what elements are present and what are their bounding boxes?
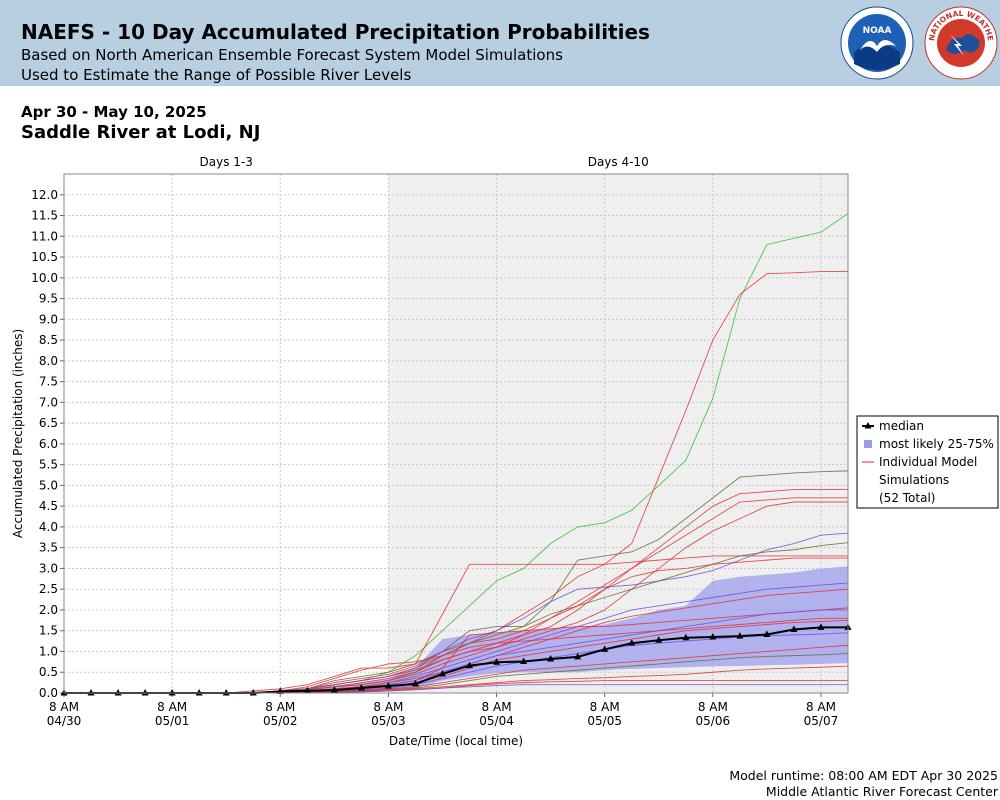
x-tick-label: 05/02 [263, 714, 298, 728]
median-point [682, 633, 690, 641]
legend-median-marker [864, 422, 872, 429]
y-tick-label: 6.0 [39, 437, 58, 451]
y-tick-label: 2.5 [39, 582, 58, 596]
median-point [330, 686, 338, 693]
median-point [222, 689, 230, 696]
x-tick-label: 05/01 [155, 714, 190, 728]
x-tick-label: 8 AM [157, 700, 187, 714]
x-tick-label: 8 AM [482, 700, 512, 714]
y-tick-label: 2.0 [39, 603, 58, 617]
nws-logo-icon[interactable]: NATIONAL WEATHER SERVICE [924, 6, 998, 80]
median-point [466, 661, 474, 669]
x-axis-label: Date/Time (local time) [389, 734, 523, 748]
x-tick-label: 8 AM [806, 700, 836, 714]
location-title: Saddle River at Lodi, NJ [21, 122, 261, 143]
median-point [601, 645, 609, 652]
median-point [790, 625, 798, 632]
y-tick-label: 7.0 [39, 395, 58, 409]
median-point [628, 639, 636, 646]
date-range: Apr 30 - May 10, 2025 [21, 103, 207, 121]
x-tick-label: 05/05 [587, 714, 622, 728]
median-point [736, 632, 744, 639]
y-tick-label: 11.5 [31, 209, 58, 223]
median-point [709, 632, 717, 640]
y-axis-label: Accumulated Precipitation (inches) [11, 329, 25, 538]
y-tick-label: 6.5 [39, 416, 58, 430]
period-label: Days 4-10 [588, 155, 649, 169]
median-point [357, 684, 365, 691]
median-point [520, 657, 528, 664]
y-tick-label: 12.0 [31, 188, 58, 202]
median-point [763, 630, 771, 637]
plot-border [63, 173, 849, 694]
x-tick-label: 8 AM [590, 700, 620, 714]
y-tick-label: 1.5 [39, 624, 58, 638]
median-point [168, 689, 176, 696]
page-subtitle: Based on North American Ensemble Forecas… [21, 46, 563, 64]
legend-members-label-2: Simulations [879, 473, 949, 487]
y-tick-label: 5.0 [39, 478, 58, 492]
x-tick-label: 8 AM [373, 700, 403, 714]
legend-median-label: median [879, 419, 924, 433]
model-runtime: Model runtime: 08:00 AM EDT Apr 30 2025 [729, 768, 998, 783]
median-point [817, 623, 825, 630]
legend-box [856, 415, 999, 509]
median-point [87, 689, 95, 696]
period-label: Days 1-3 [200, 155, 253, 169]
median-point [493, 658, 501, 665]
median-point [303, 686, 311, 694]
y-tick-label: 9.0 [39, 312, 58, 326]
median-point [249, 689, 257, 696]
median-point [655, 636, 663, 643]
x-tick-label: 05/07 [804, 714, 839, 728]
median-point [574, 652, 582, 660]
median-point [438, 669, 446, 677]
x-tick-label: 05/04 [479, 714, 514, 728]
y-tick-label: 0.5 [39, 665, 58, 679]
y-tick-label: 3.0 [39, 561, 58, 575]
y-tick-label: 8.5 [39, 333, 58, 347]
y-tick-label: 5.5 [39, 458, 58, 472]
y-tick-label: 4.5 [39, 499, 58, 513]
median-point [276, 687, 284, 694]
x-tick-label: 05/03 [371, 714, 406, 728]
noaa-logo-icon[interactable]: NOAA [840, 6, 914, 80]
likely-range-band [280, 566, 848, 693]
legend-band-swatch [864, 440, 872, 448]
median-point [141, 689, 149, 696]
y-tick-label: 7.5 [39, 375, 58, 389]
x-tick-label: 8 AM [265, 700, 295, 714]
y-tick-label: 11.0 [31, 229, 58, 243]
y-tick-label: 9.5 [39, 292, 58, 306]
x-tick-label: 8 AM [698, 700, 728, 714]
median-point [547, 654, 555, 662]
median-point [114, 689, 122, 696]
x-tick-label: 04/30 [47, 714, 82, 728]
y-tick-label: 8.0 [39, 354, 58, 368]
y-tick-label: 10.0 [31, 271, 58, 285]
legend-members-count: (52 Total) [879, 491, 935, 505]
y-tick-label: 4.0 [39, 520, 58, 534]
header-banner: NAEFS - 10 Day Accumulated Precipitation… [0, 0, 1000, 86]
legend-members-label: Individual Model [879, 455, 977, 469]
forecast-center: Middle Atlantic River Forecast Center [765, 784, 998, 799]
median-point [384, 681, 392, 689]
y-tick-label: 1.0 [39, 644, 58, 658]
legend-band-label: most likely 25-75% [879, 437, 994, 451]
y-tick-label: 10.5 [31, 250, 58, 264]
y-tick-label: 0.0 [39, 686, 58, 700]
noaa-logo-text: NOAA [863, 26, 892, 36]
page-title: NAEFS - 10 Day Accumulated Precipitation… [21, 20, 650, 44]
median-point [195, 689, 203, 696]
precipitation-chart: Days 1-3 Days 4-10 0.0 0.5 1.0 1.5 2.0 2.5 3.0 3.… [11, 155, 999, 748]
median-point [411, 679, 419, 687]
x-tick-label: 05/06 [696, 714, 731, 728]
page-subtitle-2: Used to Estimate the Range of Possible R… [21, 66, 412, 84]
x-tick-label: 8 AM [49, 700, 79, 714]
y-tick-label: 3.5 [39, 541, 58, 555]
